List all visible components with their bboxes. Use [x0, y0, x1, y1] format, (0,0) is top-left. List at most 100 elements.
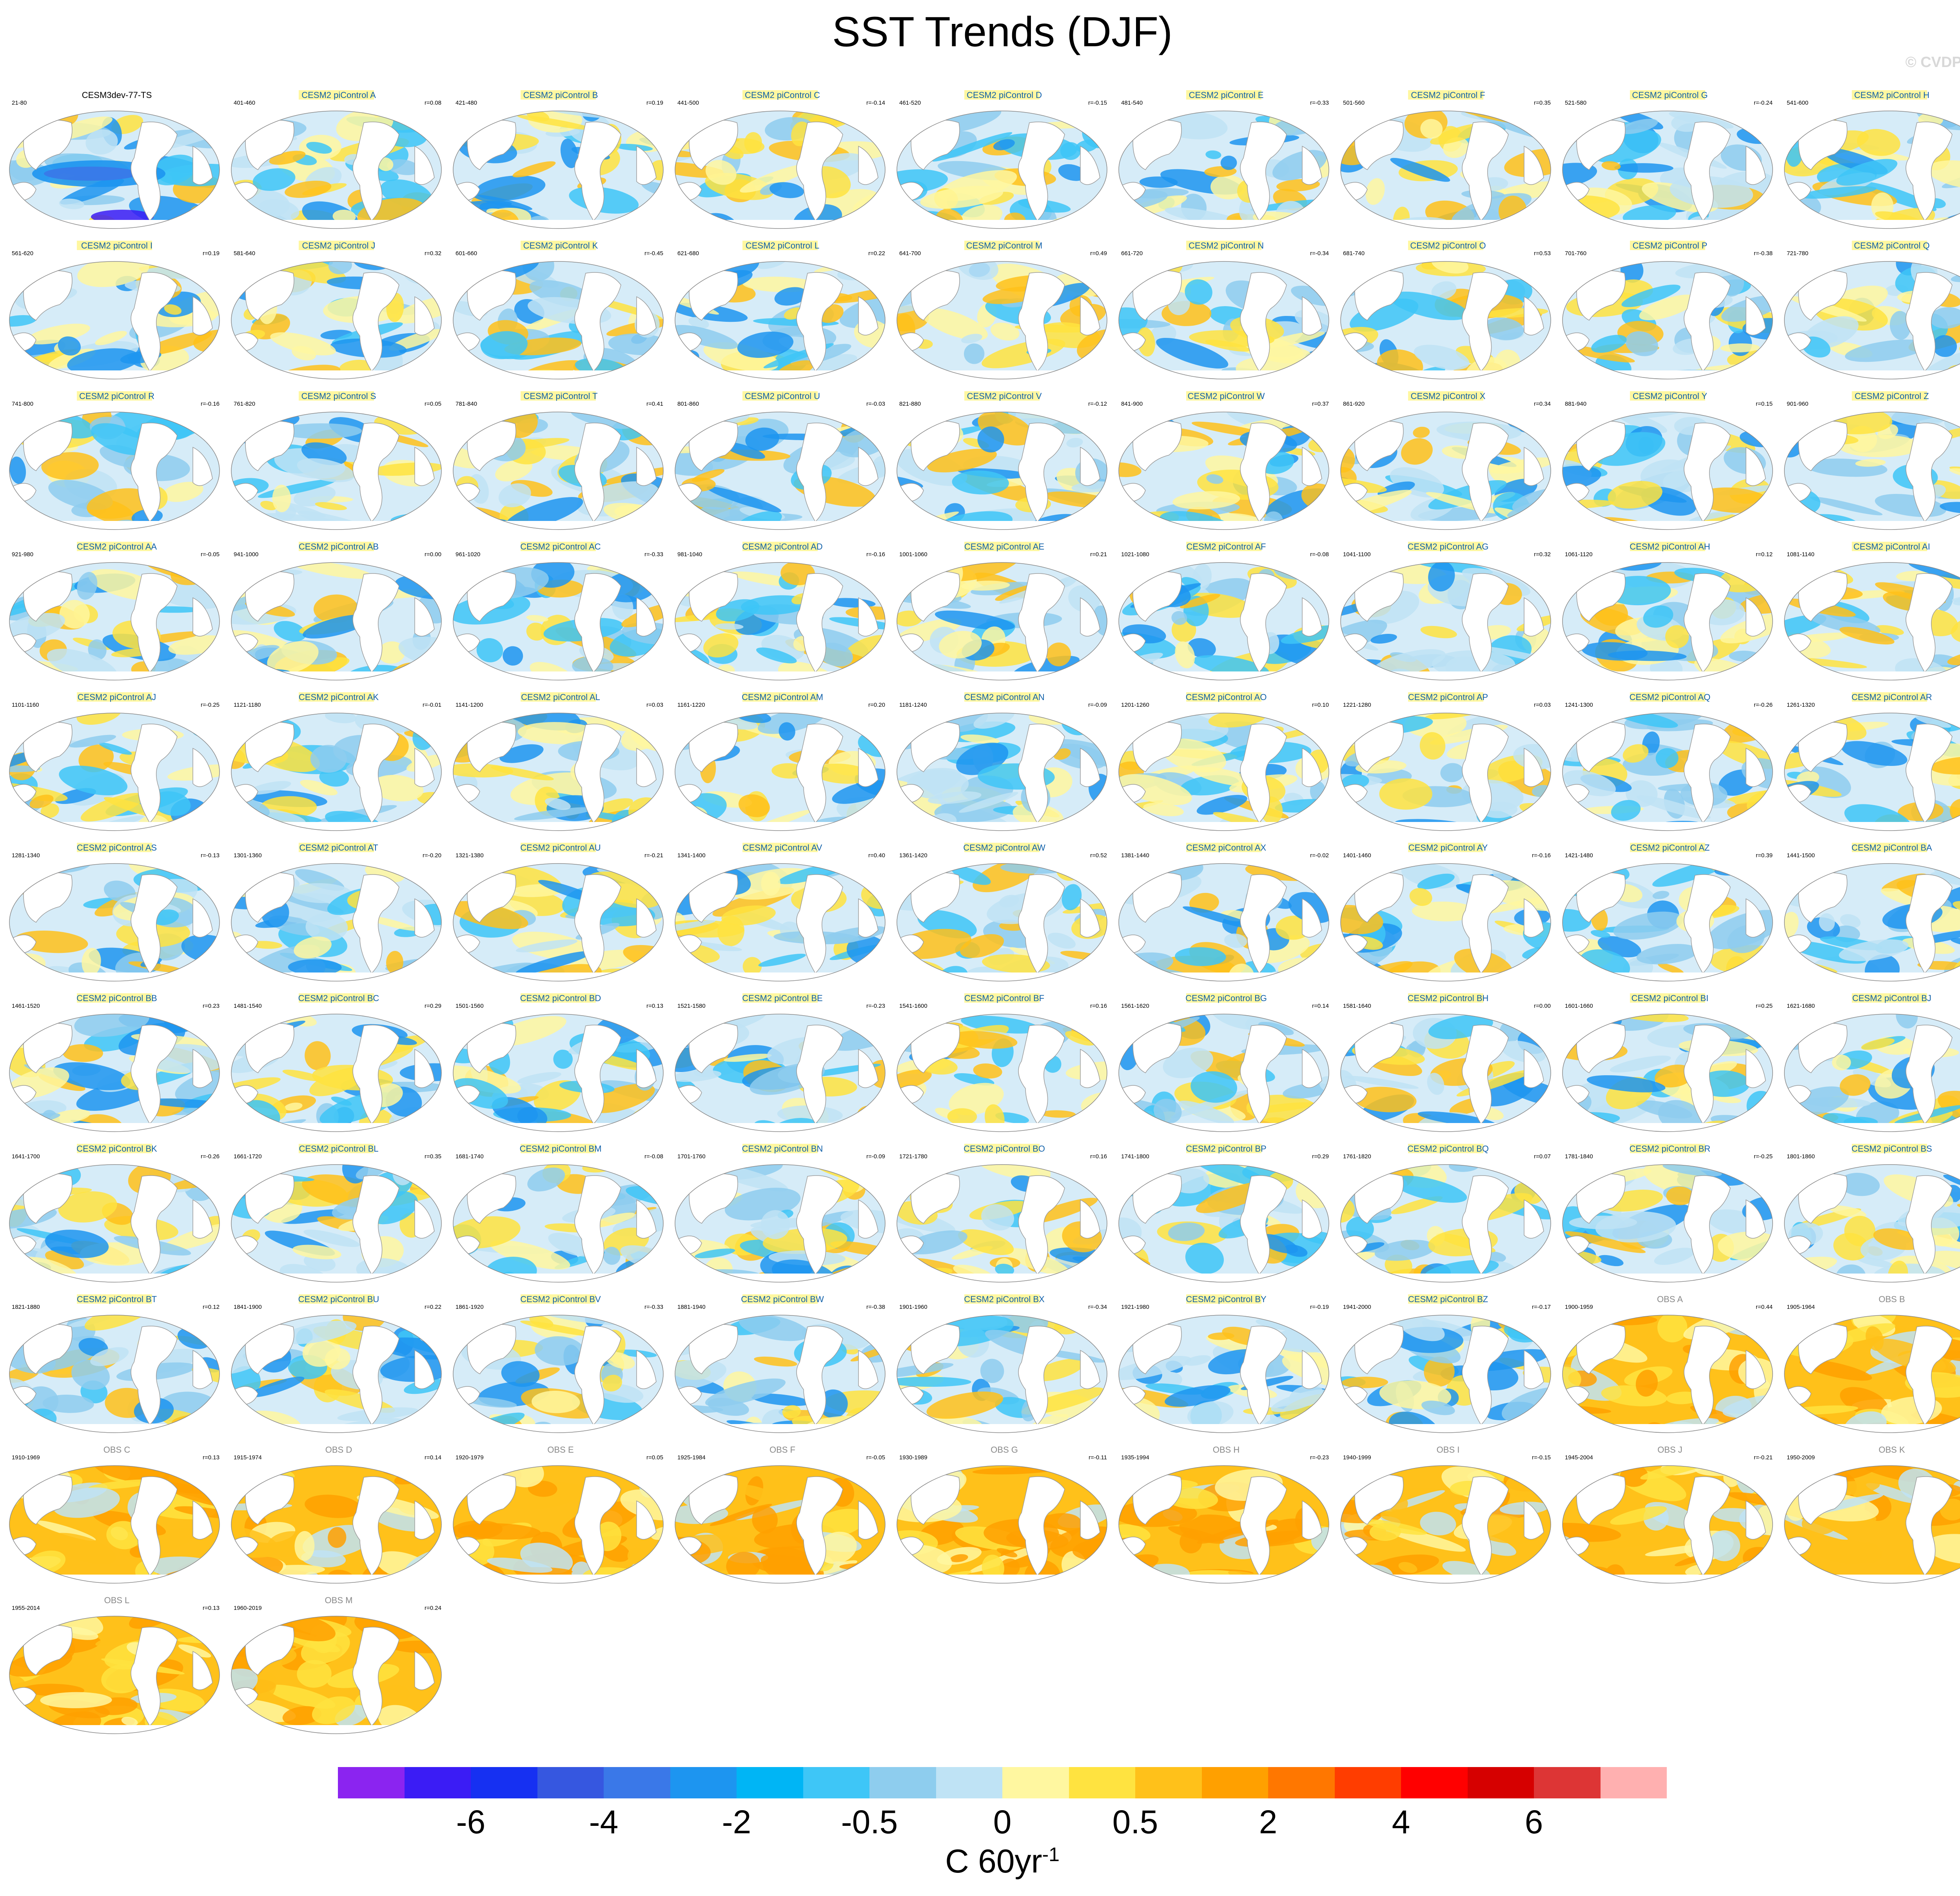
panel-title: CESM3dev-77-TS — [82, 90, 152, 100]
panel-title: OBS I — [1436, 1445, 1460, 1455]
panel-year-range: 1741-1800 — [1121, 1153, 1149, 1160]
colorbar-tick-label: -4 — [589, 1803, 619, 1840]
panel-year-range: 1781-1840 — [1565, 1153, 1593, 1160]
panel-year-range: 781-840 — [456, 401, 477, 407]
map-panel: CESM2 piControl BD 1501-1560 r=0.13 — [451, 992, 670, 1141]
credit-watermark: © CVDP-LE — [1905, 54, 1960, 71]
map-panel: CESM2 piControl B 421-480 r=0.19 — [451, 89, 670, 238]
map-panel: CESM2 piControl BC 1481-1540 r=0.29 — [229, 992, 448, 1141]
sst-trend-map — [231, 391, 442, 530]
sst-trend-map — [453, 90, 664, 229]
sst-trend-map — [453, 1144, 664, 1283]
panel-year-range: 1701-1760 — [677, 1153, 706, 1160]
panel-title: CESM2 piControl AY — [1408, 843, 1488, 853]
panel-year-range: 501-560 — [1343, 100, 1365, 106]
sst-trend-map — [1784, 1294, 1960, 1433]
colorbar-swatch — [338, 1767, 405, 1798]
panel-title: CESM2 piControl BA — [1851, 843, 1932, 853]
colorbar-swatch — [737, 1767, 803, 1798]
panel-correlation: r=0.12 — [203, 1304, 220, 1310]
map-panel: CESM2 piControl AZ 1421-1480 r=0.39 — [1560, 842, 1780, 991]
colorbar-swatch — [670, 1767, 737, 1798]
panel-title: CESM2 piControl BQ — [1407, 1144, 1489, 1154]
map-panel: CESM2 piControl AL 1141-1200 r=0.03 — [451, 691, 670, 840]
panel-correlation: r=0.13 — [203, 1605, 220, 1611]
sst-trend-map — [1340, 692, 1551, 831]
map-panel: OBS L 1955-2014 r=0.13 — [7, 1595, 227, 1744]
panel-title: CESM2 piControl BZ — [1408, 1294, 1488, 1304]
panel-year-range: 1901-1960 — [899, 1304, 927, 1310]
sst-trend-map — [231, 90, 442, 229]
sst-trend-map — [231, 241, 442, 379]
sst-trend-map — [1118, 1144, 1329, 1283]
map-panel: CESM2 piControl AC 961-1020 r=-0.33 — [451, 541, 670, 690]
panel-title: CESM2 piControl AT — [299, 843, 378, 853]
colorbar-swatch — [1467, 1767, 1534, 1798]
sst-trend-map — [1784, 542, 1960, 680]
panel-title: CESM2 piControl BY — [1186, 1294, 1267, 1304]
panel-year-range: 841-900 — [1121, 401, 1143, 407]
panel-year-range: 601-660 — [456, 250, 477, 257]
map-panel: CESM2 piControl BF 1541-1600 r=0.16 — [895, 992, 1114, 1141]
panel-correlation: r=-0.33 — [1310, 100, 1329, 106]
map-panel: CESM2 piControl U 801-860 r=-0.03 — [673, 390, 892, 539]
map-panel: OBS H 1935-1994 r=-0.23 — [1116, 1444, 1336, 1593]
panel-correlation: r=0.14 — [1312, 1003, 1329, 1009]
panel-year-range: 641-700 — [899, 250, 921, 257]
panel-correlation: r=-0.13 — [201, 852, 220, 859]
map-panel: CESM2 piControl BK 1641-1700 r=-0.26 — [7, 1143, 227, 1292]
panel-correlation: r=-0.33 — [644, 551, 663, 558]
sst-trend-map — [675, 692, 886, 831]
panel-title: CESM2 piControl X — [1410, 391, 1486, 401]
sst-trend-map — [1784, 1144, 1960, 1283]
panel-correlation: r=0.23 — [203, 1003, 220, 1009]
sst-trend-map — [1784, 843, 1960, 982]
panel-title: CESM2 piControl AV — [742, 843, 822, 853]
panel-title: OBS F — [769, 1445, 795, 1455]
map-panel: CESM2 piControl AY 1401-1460 r=-0.16 — [1338, 842, 1558, 991]
sst-trend-map — [231, 1595, 442, 1734]
sst-trend-map — [1118, 90, 1329, 229]
panel-title: CESM2 piControl K — [523, 241, 598, 250]
map-panel: CESM2 piControl G 521-580 r=-0.24 — [1560, 89, 1780, 238]
sst-trend-map — [1562, 1445, 1773, 1584]
panel-correlation: r=-0.01 — [423, 702, 441, 708]
panel-title: OBS L — [104, 1595, 130, 1605]
panel-title: CESM2 piControl G — [1632, 90, 1708, 100]
sst-trend-map — [897, 1144, 1107, 1283]
panel-correlation: r=0.39 — [1756, 852, 1773, 859]
panel-year-range: 801-860 — [677, 401, 699, 407]
panel-correlation: r=-0.09 — [1088, 702, 1107, 708]
panel-year-range: 1541-1600 — [899, 1003, 927, 1009]
map-panel: CESM2 piControl AG 1041-1100 r=0.32 — [1338, 541, 1558, 690]
panel-year-range: 1321-1380 — [456, 852, 484, 859]
map-panel: CESM2 piControl BE 1521-1580 r=-0.23 — [673, 992, 892, 1141]
panel-year-range: 1421-1480 — [1565, 852, 1593, 859]
panel-correlation: r=-0.21 — [1754, 1454, 1773, 1461]
panel-year-range: 581-640 — [234, 250, 256, 257]
sst-trend-map — [453, 391, 664, 530]
colorbar-tick-label: -0.5 — [841, 1803, 898, 1840]
panel-title: CESM2 piControl AQ — [1629, 692, 1711, 702]
panel-year-range: 1960-2019 — [234, 1605, 262, 1611]
panel-year-range: 1401-1460 — [1343, 852, 1371, 859]
panel-correlation: r=-0.26 — [1754, 702, 1773, 708]
map-panel: CESM2 piControl J 581-640 r=0.32 — [229, 240, 448, 389]
colorbar-swatch — [604, 1767, 670, 1798]
sst-trend-map — [1562, 993, 1773, 1132]
panel-title: CESM2 piControl AE — [964, 542, 1045, 552]
sst-trend-map — [1118, 1294, 1329, 1433]
panel-correlation: r=-0.03 — [866, 401, 885, 407]
panel-correlation: r=-0.05 — [866, 1454, 885, 1461]
panel-title: CESM2 piControl BC — [298, 993, 379, 1003]
panel-year-range: 1910-1969 — [12, 1454, 40, 1461]
panel-year-range: 961-1020 — [456, 551, 481, 558]
panel-year-range: 1221-1280 — [1343, 702, 1371, 708]
sst-trend-map — [231, 1144, 442, 1283]
sst-trend-map — [1784, 1445, 1960, 1584]
panel-title: CESM2 piControl AO — [1185, 692, 1267, 702]
panel-year-range: 1561-1620 — [1121, 1003, 1149, 1009]
panel-year-range: 1501-1560 — [456, 1003, 484, 1009]
panel-year-range: 621-680 — [677, 250, 699, 257]
